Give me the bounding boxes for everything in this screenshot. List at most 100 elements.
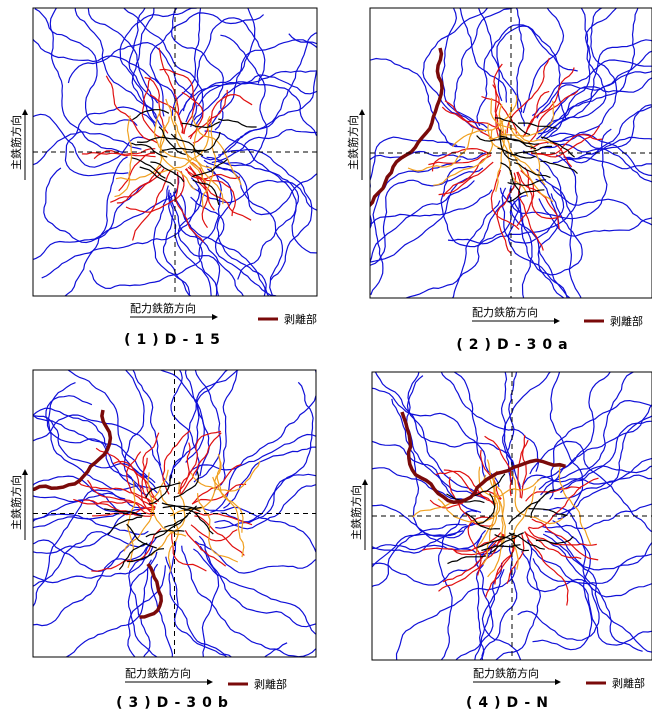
crack [197, 493, 239, 563]
crack [513, 145, 552, 156]
crack [422, 8, 489, 132]
crack [517, 189, 533, 298]
crack [214, 483, 316, 530]
crack [549, 399, 652, 500]
crack [431, 147, 492, 172]
crack [552, 136, 652, 164]
crack [406, 372, 486, 500]
crack [127, 480, 136, 569]
crack [513, 162, 551, 179]
crack [481, 544, 518, 660]
crack [184, 509, 214, 535]
crack [150, 563, 174, 657]
crack [451, 177, 517, 298]
crack [370, 189, 493, 225]
crack [33, 177, 180, 261]
crack [543, 506, 643, 652]
crack [33, 489, 126, 608]
crack [215, 166, 317, 216]
crack [192, 114, 242, 186]
crack [33, 533, 137, 573]
crack [447, 154, 578, 245]
crack [513, 193, 583, 276]
crack [508, 499, 541, 525]
crack [33, 492, 145, 521]
legend-label: 剥離部 [284, 312, 317, 326]
crack-map [370, 8, 652, 298]
crack [442, 154, 492, 197]
panel-caption: (4)D-N [466, 695, 554, 711]
crack [546, 8, 618, 144]
crack [511, 471, 564, 525]
crack [481, 568, 522, 660]
crack [372, 504, 504, 556]
y-axis-label: 主鉄筋方向 [9, 115, 23, 170]
crack [139, 166, 175, 187]
crack [33, 536, 158, 627]
crack [443, 469, 496, 506]
crack [455, 562, 503, 660]
crack [87, 479, 155, 515]
crack [194, 515, 245, 556]
crack [481, 95, 517, 134]
crack [125, 170, 185, 213]
crack [496, 25, 567, 119]
crack [441, 8, 482, 133]
crack [65, 559, 153, 657]
crack [33, 540, 153, 584]
crack [530, 134, 603, 156]
crack [500, 162, 522, 196]
crack [184, 168, 237, 217]
crack [370, 176, 472, 263]
crack [180, 432, 222, 495]
crack [33, 475, 145, 513]
crack [503, 372, 552, 470]
crack [41, 188, 201, 279]
crack [447, 555, 487, 565]
crack [370, 158, 461, 296]
peel-zone [370, 47, 444, 208]
crack [165, 556, 288, 657]
crack [540, 372, 611, 496]
crack [542, 533, 652, 653]
crack [530, 489, 556, 519]
peel-zone [33, 409, 113, 491]
crack [487, 493, 507, 578]
crack [34, 8, 138, 127]
crack [193, 370, 222, 483]
crack [527, 527, 597, 546]
crack [544, 530, 652, 571]
crack [33, 414, 156, 484]
crack [370, 57, 466, 148]
crack [465, 512, 501, 530]
crack [206, 168, 270, 296]
crack [459, 8, 507, 103]
crack [550, 132, 652, 183]
crack [198, 535, 316, 628]
crack [372, 530, 464, 554]
crack [433, 130, 494, 186]
crack [45, 395, 144, 490]
crack [150, 481, 186, 557]
crack [132, 171, 171, 241]
crack [487, 122, 546, 186]
y-axis-label: 主鉄筋方向 [346, 115, 360, 170]
crack [516, 171, 544, 251]
crack [532, 520, 593, 651]
crack [170, 370, 229, 479]
crack [33, 113, 149, 168]
crack [564, 156, 652, 170]
crack [521, 457, 652, 488]
crack [494, 117, 531, 136]
crack [437, 509, 478, 660]
crack [537, 8, 607, 135]
crack [154, 515, 188, 539]
crack [169, 370, 240, 482]
crack [479, 449, 502, 500]
crack [190, 460, 261, 492]
crack [524, 531, 569, 606]
crack [484, 435, 512, 497]
